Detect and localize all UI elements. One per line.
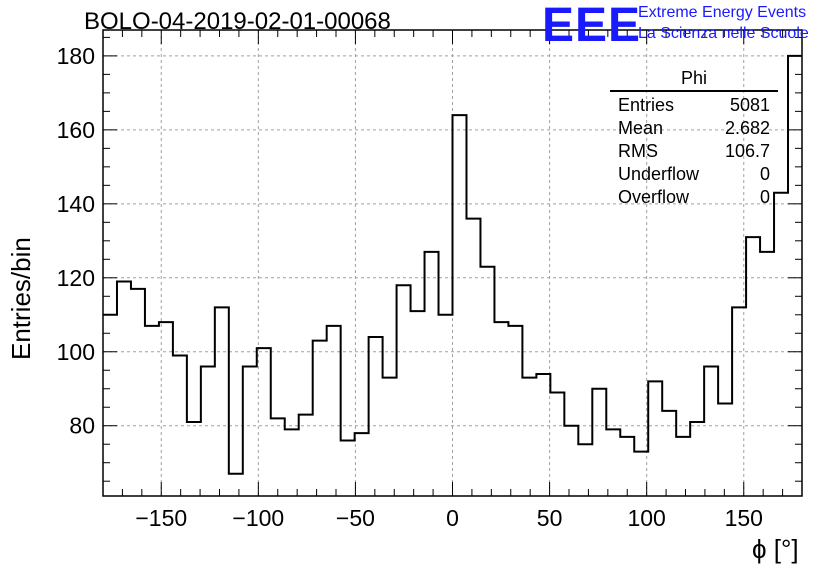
y-tick-label: 120: [57, 265, 95, 291]
histogram-bin: [243, 367, 257, 496]
histogram-bin: [327, 326, 341, 496]
histogram-bin: [103, 315, 117, 496]
histogram-bin: [117, 281, 131, 496]
histogram-bin: [522, 378, 536, 496]
histogram-bin: [215, 307, 229, 496]
x-tick-label: −50: [336, 505, 375, 531]
y-tick-label: 160: [57, 117, 95, 143]
histogram-bin: [341, 441, 355, 496]
stats-row-underflow: Underflow 0: [610, 163, 778, 186]
histogram-bin: [383, 378, 397, 496]
histogram-line: [103, 54, 802, 475]
stats-value: 0: [759, 187, 770, 207]
stats-row-overflow: Overflow 0: [610, 186, 778, 209]
histogram-bin: [187, 422, 201, 496]
histogram-bin: [676, 437, 690, 496]
histogram-bin: [732, 307, 746, 496]
histogram-bin: [704, 367, 718, 496]
histogram-bin: [662, 411, 676, 496]
stats-row-mean: Mean 2.682: [610, 117, 778, 140]
y-tick-label: 80: [69, 413, 95, 439]
histogram-bin: [313, 341, 327, 496]
histogram-bin: [397, 285, 411, 496]
histogram-bin: [173, 355, 187, 496]
histogram-bin: [425, 252, 439, 496]
histogram-bin: [564, 426, 578, 496]
x-tick-label: 0: [446, 505, 459, 531]
histogram-bin: [746, 237, 760, 496]
x-tick-label: 100: [627, 505, 665, 531]
histogram-bin: [229, 474, 243, 496]
histogram-bin: [592, 389, 606, 496]
histogram-bin: [355, 433, 369, 496]
stats-value: 5081: [729, 95, 770, 115]
histogram-bin: [550, 392, 564, 496]
histogram-bin: [257, 348, 271, 496]
stats-row-entries: Entries 5081: [610, 94, 778, 117]
histogram-bin: [145, 326, 159, 496]
histogram-bin: [159, 322, 173, 496]
plot-frame: [102, 29, 803, 497]
y-tick-label: 100: [57, 339, 95, 365]
histogram-bin: [774, 193, 788, 496]
stats-row-rms: RMS 106.7: [610, 140, 778, 163]
histogram-bin: [606, 429, 620, 496]
stats-value: 106.7: [724, 141, 770, 161]
stats-label: RMS: [618, 141, 658, 161]
x-axis-label: ϕ [°]: [752, 534, 799, 564]
histogram-bin: [718, 404, 732, 496]
stats-label: Underflow: [618, 164, 700, 184]
histogram-bin: [285, 429, 299, 496]
histogram-bin: [299, 415, 313, 496]
logo-line-1: Extreme Energy Events: [638, 4, 807, 21]
histogram-bin: [648, 381, 662, 496]
histogram-bin: [131, 289, 145, 496]
histogram-bin: [508, 326, 522, 496]
stats-label: Entries: [618, 95, 675, 115]
histogram-bin: [271, 418, 285, 496]
histogram-bin: [201, 367, 215, 496]
x-tick-label: −100: [232, 505, 284, 531]
y-tick-label: 140: [57, 191, 95, 217]
eee-logo: EEE: [542, 0, 642, 52]
histogram-bin: [453, 115, 467, 496]
histogram-bin: [536, 374, 550, 496]
y-tick-label: 180: [57, 43, 95, 69]
logo-line-2: La Scienza nelle Scuole: [638, 25, 809, 42]
x-tick-label: −150: [135, 505, 187, 531]
x-tick-label: 50: [537, 505, 563, 531]
stats-label: Mean: [618, 118, 664, 138]
histogram-bin: [578, 444, 592, 496]
histogram-bin: [620, 437, 634, 496]
stats-label: Overflow: [618, 187, 690, 207]
stats-title: Phi: [610, 68, 778, 92]
histogram-bin: [690, 422, 704, 496]
stats-value: 2.682: [724, 118, 770, 138]
histogram-bin: [466, 219, 480, 496]
histogram-bin: [411, 311, 425, 496]
plot-title: BOLO-04-2019-02-01-00068: [84, 8, 391, 35]
stats-box: Phi Entries 5081 Mean 2.682 RMS 106.7 Un…: [610, 68, 778, 209]
histogram-bin: [760, 252, 774, 496]
x-tick-label: 150: [725, 505, 763, 531]
stats-value: 0: [759, 164, 770, 184]
histogram-bin: [634, 452, 648, 496]
histogram-bin: [494, 322, 508, 496]
histogram-bin: [788, 56, 802, 496]
histogram-bin: [439, 315, 453, 496]
y-axis-label: Entries/bin: [6, 237, 36, 360]
histogram-bin: [480, 267, 494, 496]
histogram-bin: [369, 337, 383, 496]
